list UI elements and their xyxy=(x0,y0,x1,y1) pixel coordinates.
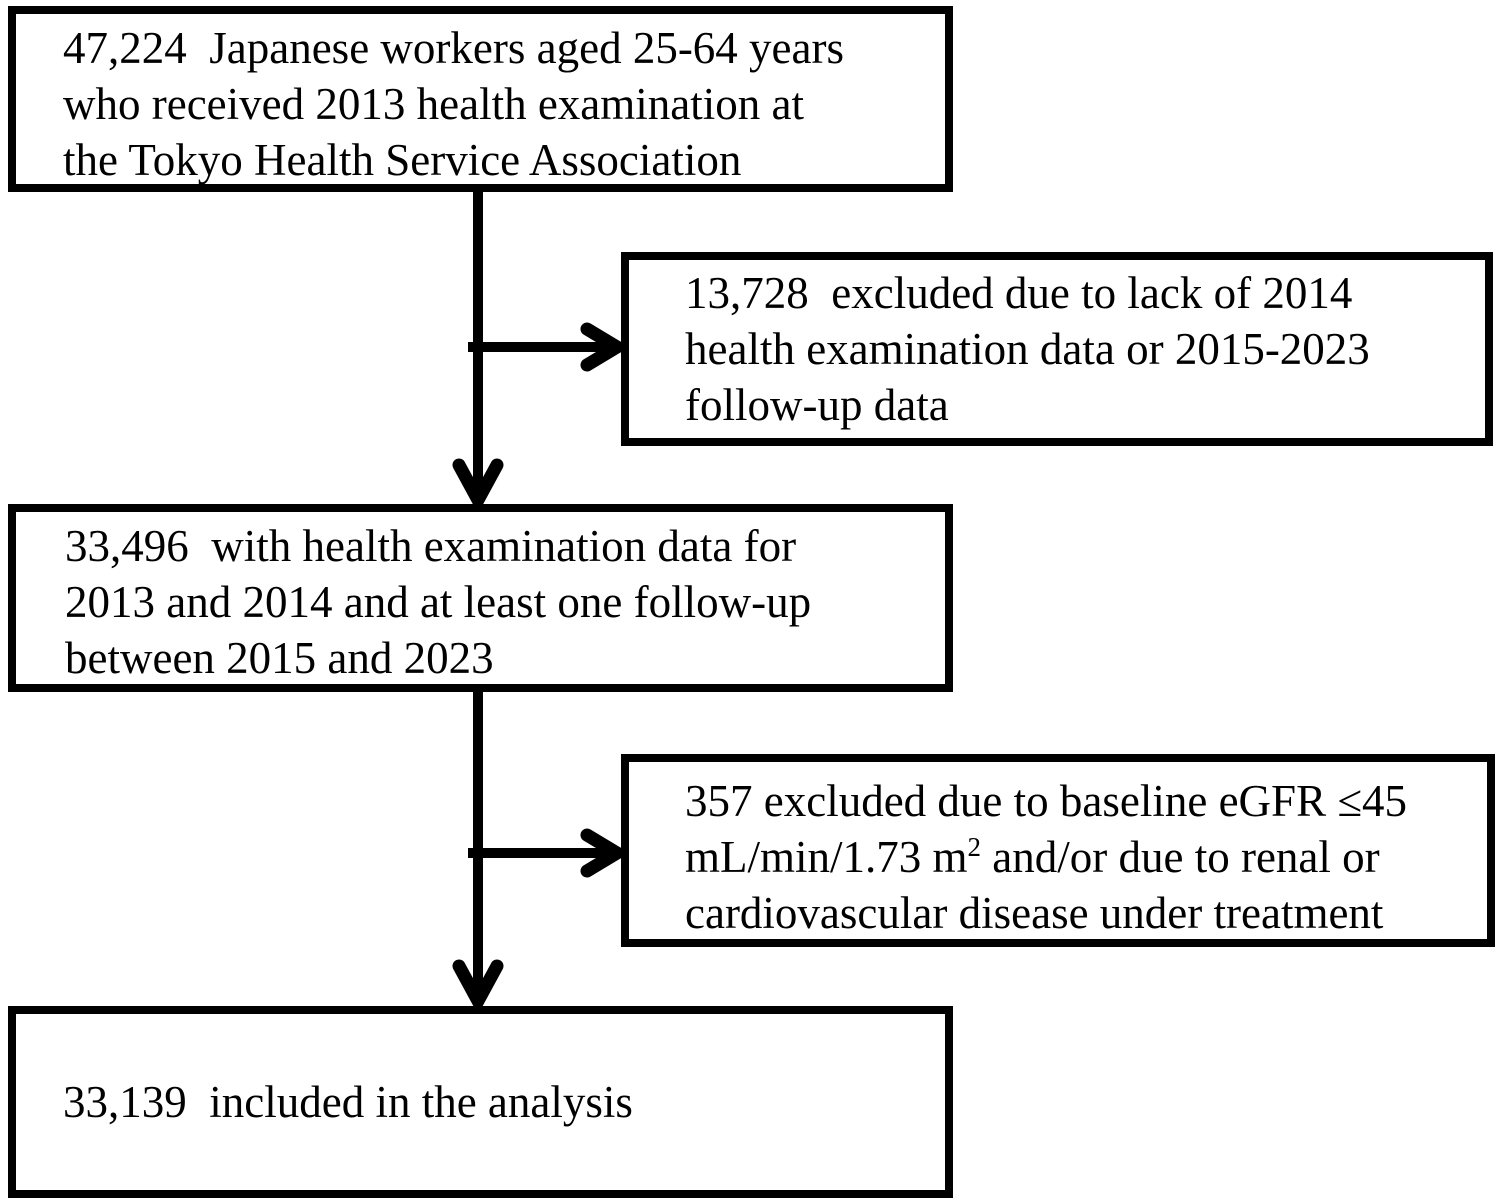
text-line: between 2015 and 2023 xyxy=(65,633,494,683)
text-line: who received 2013 health examination at xyxy=(63,79,804,129)
arrow-head-right-1 xyxy=(580,322,630,372)
box-exclusion-1: 13,728 excluded due to lack of 2014 heal… xyxy=(621,252,1493,446)
text-line: follow-up data xyxy=(685,380,949,430)
box-initial-cohort: 47,224 Japanese workers aged 25-64 years… xyxy=(8,6,953,192)
text-line: 357 excluded due to baseline eGFR ≤45 xyxy=(685,776,1408,826)
arrow-head-down-1 xyxy=(452,458,504,514)
text-line: the Tokyo Health Service Association xyxy=(63,135,742,185)
box-eligible-cohort: 33,496 with health examination data for … xyxy=(8,504,953,692)
text-line: 13,728 excluded due to lack of 2014 xyxy=(685,268,1353,318)
text-line: 33,496 with health examination data for xyxy=(65,521,797,571)
text-line: mL/min/1.73 m2 and/or due to renal or xyxy=(685,829,1479,885)
arrow-head-down-2 xyxy=(452,959,504,1015)
text-line: health examination data or 2015-2023 xyxy=(685,324,1370,374)
text-line: 47,224 Japanese workers aged 25-64 years xyxy=(63,23,844,73)
text-line: cardiovascular disease under treatment xyxy=(685,888,1384,938)
text-line: 33,139 included in the analysis xyxy=(63,1077,633,1127)
text-segment: mL/min/1.73 m xyxy=(685,832,968,882)
text-line: 2013 and 2014 and at least one follow-up xyxy=(65,577,812,627)
text-segment: and/or due to renal or xyxy=(981,832,1380,882)
superscript-2: 2 xyxy=(967,832,982,862)
arrow-head-right-2 xyxy=(580,828,630,878)
box-final-analysis: 33,139 included in the analysis xyxy=(8,1006,953,1198)
box-exclusion-2: 357 excluded due to baseline eGFR ≤45 mL… xyxy=(621,754,1495,947)
